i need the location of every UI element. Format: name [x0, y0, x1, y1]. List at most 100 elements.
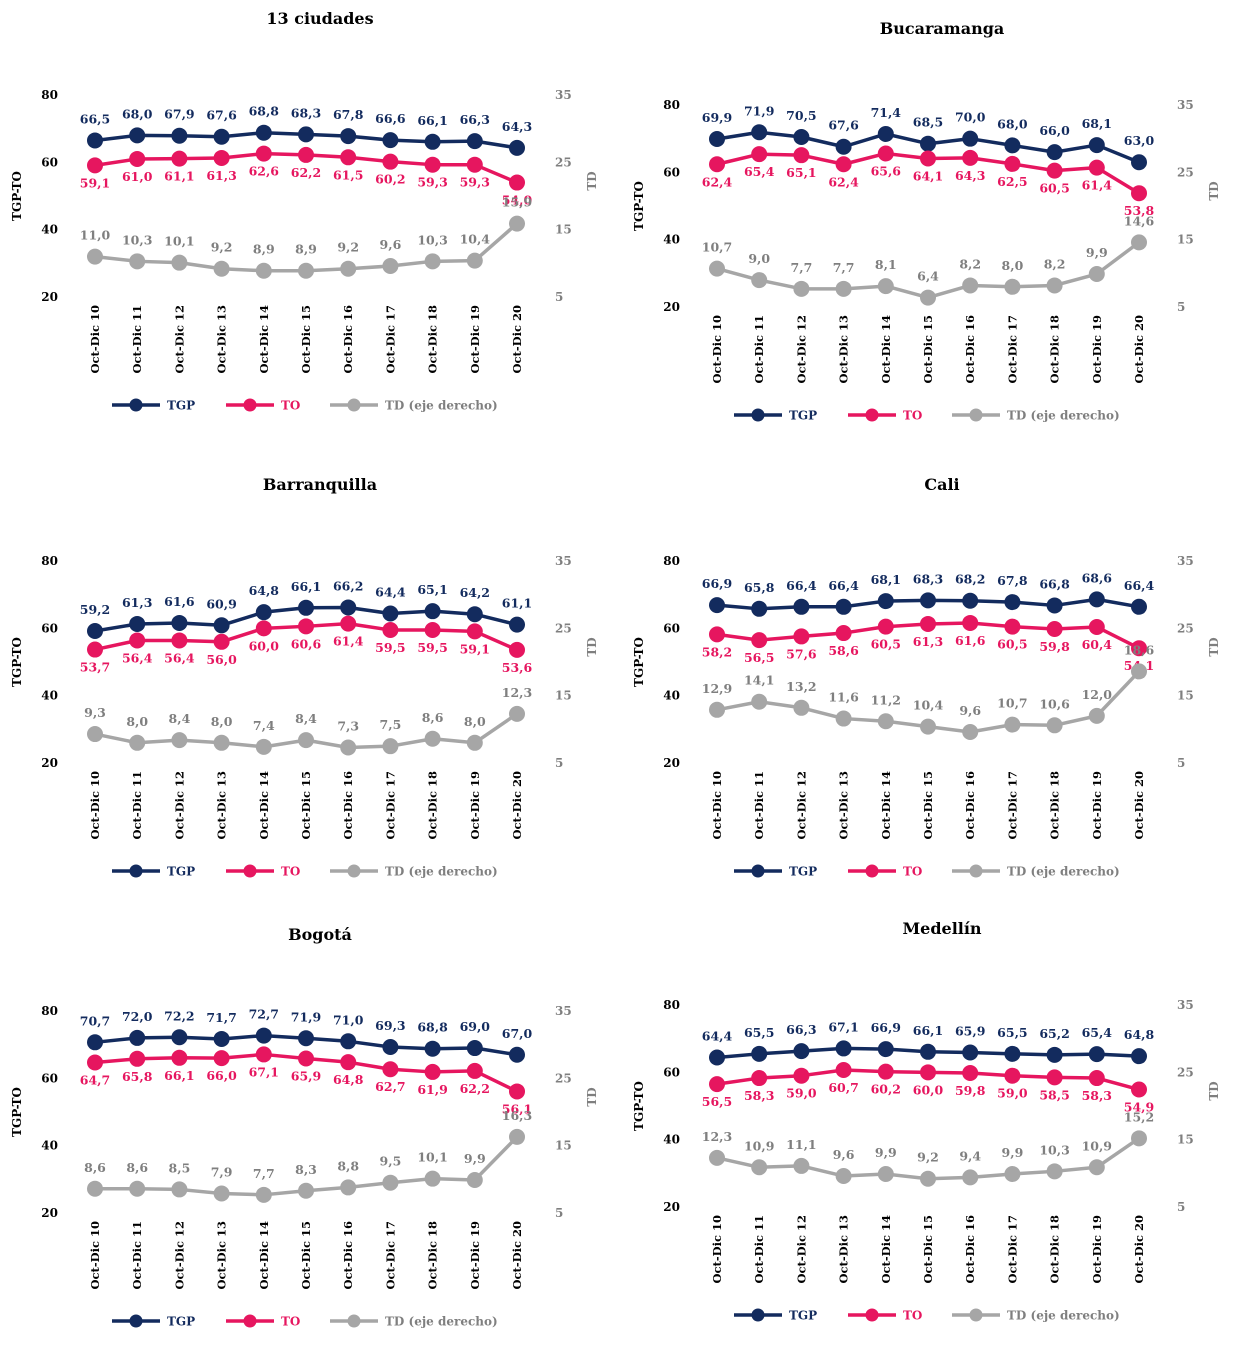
data-point-td — [1131, 663, 1147, 680]
y-tick-right: 25 — [1177, 621, 1194, 635]
data-point-tgp — [877, 1041, 894, 1058]
data-point-td — [1088, 707, 1105, 724]
data-point-to — [298, 1050, 314, 1067]
data-point-tgp — [213, 1030, 230, 1047]
chart-svg: Bucaramanga TGP-TO TD 20 40 60 80 5 15 25 35 Oct-Di… — [632, 19, 1221, 423]
data-label-tgp: 65,8 — [744, 580, 775, 595]
data-label-td: 8,9 — [253, 242, 275, 257]
data-point-to — [340, 615, 357, 632]
data-label-td: 8,0 — [126, 714, 148, 729]
x-tick-label: Oct-Dic 14 — [257, 771, 271, 839]
data-label-to: 61,3 — [913, 634, 943, 649]
x-tick-label: Oct-Dic 18 — [426, 771, 440, 839]
legend-label: TGP — [789, 865, 817, 879]
chart-svg: Barranquilla TGP-TO TD 20 40 60 80 5 15 25 35 Oct-D… — [10, 475, 599, 879]
x-tick-label: Oct-Dic 11 — [130, 1221, 144, 1289]
data-label-td: 8,4 — [295, 711, 317, 726]
data-label-td: 7,5 — [380, 717, 402, 732]
legend-item-to: TO — [848, 1308, 922, 1323]
data-point-tgp — [1046, 1046, 1063, 1063]
data-label-tgp: 68,3 — [913, 571, 943, 586]
data-point-tgp — [1088, 137, 1105, 154]
data-point-td — [1046, 277, 1063, 294]
data-label-tgp: 64,4 — [702, 1029, 733, 1044]
data-point-to — [793, 1067, 810, 1084]
chart-panel-cali: Cali TGP-TO TD 20 40 60 80 5 15 25 35 Oct-Dic 10 Oct… — [622, 466, 1222, 896]
data-label-td: 16,3 — [502, 1108, 532, 1123]
x-tick-label: Oct-Dic 10 — [710, 1215, 724, 1283]
data-label-td: 8,8 — [337, 1158, 359, 1173]
data-point-tgp — [751, 1045, 768, 1062]
y-tick-right: 35 — [1177, 998, 1194, 1012]
data-label-to: 59,3 — [417, 175, 447, 190]
x-tick-label: Oct-Dic 13 — [215, 1221, 229, 1289]
data-label-td: 8,9 — [295, 242, 317, 257]
data-label-to: 62,7 — [375, 1079, 405, 1094]
data-point-td — [382, 1174, 399, 1191]
data-label-to: 58,2 — [702, 644, 732, 659]
data-point-td — [340, 260, 357, 277]
data-point-td — [129, 253, 146, 270]
data-label-to: 60,5 — [871, 637, 901, 652]
legend-label: TD (eje derecho) — [1007, 1309, 1120, 1323]
data-point-tgp — [171, 1029, 188, 1046]
data-label-tgp: 71,0 — [333, 1012, 364, 1027]
x-tick-label: Oct-Dic 14 — [879, 315, 893, 383]
data-label-to: 59,1 — [80, 175, 110, 190]
data-point-to — [129, 1050, 146, 1067]
data-point-td — [340, 1179, 357, 1196]
data-point-td — [298, 732, 314, 749]
data-point-tgp — [509, 139, 525, 156]
x-tick-label: Oct-Dic 15 — [921, 1215, 935, 1283]
data-label-tgp: 66,9 — [702, 576, 732, 591]
data-point-to — [213, 1050, 230, 1067]
x-tick-label: Oct-Dic 12 — [172, 305, 186, 373]
legend-marker — [751, 408, 765, 422]
data-point-tgp — [877, 125, 894, 142]
data-point-to — [129, 150, 146, 167]
data-label-to: 60,0 — [913, 1082, 944, 1097]
chart-title: Cali — [924, 475, 959, 494]
y-axis-right-label: TD — [585, 1087, 599, 1106]
data-point-td — [1004, 278, 1021, 295]
data-point-td — [255, 262, 272, 279]
data-point-tgp — [382, 1039, 399, 1056]
y-tick-right: 25 — [555, 155, 572, 169]
data-label-to: 66,1 — [164, 1068, 194, 1083]
data-point-tgp — [793, 1043, 810, 1060]
data-point-tgp — [466, 1040, 483, 1057]
y-tick-left: 40 — [41, 689, 58, 703]
y-axis-left-label: TGP-TO — [632, 181, 646, 231]
data-label-tgp: 64,2 — [460, 585, 490, 600]
data-point-to — [382, 153, 399, 170]
data-point-to — [1131, 185, 1147, 202]
data-label-to: 59,5 — [417, 640, 447, 655]
data-label-to: 60,2 — [375, 172, 405, 187]
data-label-tgp: 71,7 — [206, 1010, 236, 1025]
data-label-to: 56,0 — [206, 652, 237, 667]
x-tick-label: Oct-Dic 19 — [468, 1221, 482, 1289]
chart-title: Bucaramanga — [880, 19, 1005, 38]
data-label-tgp: 66,1 — [417, 113, 447, 128]
data-label-tgp: 65,5 — [997, 1025, 1027, 1040]
data-label-tgp: 68,1 — [871, 572, 901, 587]
y-tick-right: 15 — [1177, 233, 1194, 247]
data-label-to: 60,0 — [249, 638, 280, 653]
data-point-td — [920, 718, 936, 735]
legend-item-td: TD (eje derecho) — [330, 398, 498, 413]
data-label-tgp: 67,1 — [828, 1019, 858, 1034]
data-point-to — [298, 618, 314, 635]
data-point-td — [709, 1149, 725, 1166]
data-label-to: 61,9 — [417, 1082, 447, 1097]
data-point-to — [466, 1062, 483, 1079]
data-point-tgp — [962, 592, 979, 609]
legend-marker — [129, 864, 143, 878]
data-point-to — [509, 174, 525, 191]
chart-svg: 13 ciudades TGP-TO TD 20 40 60 80 5 15 25 35 Oct-Di… — [10, 9, 599, 413]
data-label-to: 62,2 — [291, 165, 321, 180]
data-point-tgp — [509, 1046, 525, 1063]
data-point-tgp — [1131, 598, 1147, 615]
data-label-td: 9,6 — [959, 703, 981, 718]
y-tick-left: 60 — [41, 155, 58, 169]
data-label-tgp: 66,8 — [1039, 576, 1070, 591]
